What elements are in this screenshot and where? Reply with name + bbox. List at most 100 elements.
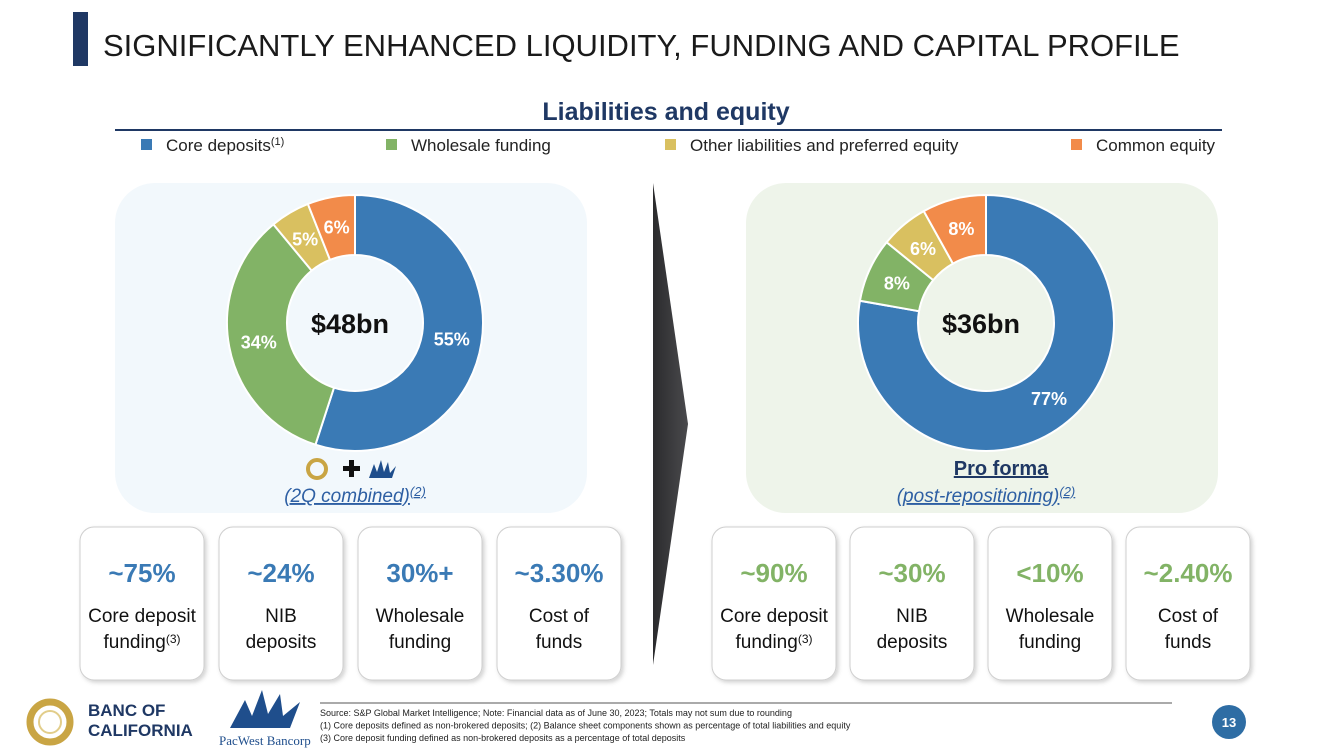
metric-card: [218, 526, 344, 681]
metric-value: ~30%: [878, 558, 945, 588]
metric-label-line: Cost of: [1158, 606, 1219, 627]
donut-center-label: $36bn: [942, 309, 1020, 339]
metric-label: Core deposit: [88, 606, 196, 627]
metric-label: funds: [536, 632, 582, 653]
metric-label: NIB: [265, 606, 297, 627]
page-badge: [1212, 705, 1246, 739]
donut-slice: [226, 222, 336, 446]
footnote: (1) Core deposits defined as non-brokere…: [320, 721, 851, 731]
metric-card: [496, 526, 622, 681]
metric-label-line: Wholesale: [376, 606, 465, 627]
slice-label: 6%: [910, 239, 936, 259]
metric-value: ~2.40%: [1144, 558, 1233, 588]
metric-value: ~3.30%: [515, 558, 604, 588]
slice-label: 55%: [434, 329, 470, 349]
caption-text: (post-repositioning): [897, 486, 1060, 507]
legend-label: Wholesale funding: [411, 136, 551, 155]
metric-label-line: Wholesale: [1006, 606, 1095, 627]
legend-entry: Common equity: [1096, 136, 1216, 155]
metric-label: Wholesale: [376, 606, 465, 627]
legend-label: Core deposits: [166, 136, 271, 155]
metric-card: [1125, 526, 1251, 681]
donut-slice: [922, 193, 987, 265]
footnote: (3) Core deposit funding defined as non-…: [320, 733, 686, 743]
banc-logo: [26, 698, 74, 746]
slice-label: 6%: [324, 218, 350, 238]
metric-label-line: Core deposit: [88, 606, 196, 627]
slide-title: SIGNIFICANTLY ENHANCED LIQUIDITY, FUNDIN…: [103, 28, 1180, 63]
metric-value: ~90%: [740, 558, 807, 588]
metric-label-line: deposits: [877, 632, 948, 653]
metric-label: funding(3): [735, 632, 812, 653]
metric-label-line: NIB: [896, 606, 928, 627]
banc-ring: [26, 698, 74, 746]
caption-title: Pro forma: [954, 458, 1049, 480]
metric-label-line: funding: [103, 632, 165, 653]
legend-entry: Core deposits(1): [166, 136, 284, 155]
metric-card: [357, 526, 483, 681]
metric-label: Core deposit: [720, 606, 828, 627]
metric-label-line: NIB: [265, 606, 297, 627]
slice-label: 77%: [1031, 389, 1067, 409]
metric-label-line: deposits: [246, 632, 317, 653]
section-title: Liabilities and equity: [542, 98, 789, 126]
legend-swatch: [386, 139, 397, 150]
legend-swatch: [1071, 139, 1082, 150]
metric-note: (3): [166, 632, 181, 646]
metric-label-line: funds: [1165, 632, 1211, 653]
legend-entry: Wholesale funding: [411, 136, 551, 155]
slice-label: 8%: [884, 273, 910, 293]
legend-entry: Other liabilities and preferred equity: [690, 136, 959, 155]
donut-slice: [857, 193, 1115, 452]
caption-note: (2): [1059, 484, 1075, 499]
metric-label: funding: [1019, 632, 1081, 653]
metric-label: deposits: [246, 632, 317, 653]
metric-label-line: funds: [536, 632, 582, 653]
combined-logos: [306, 458, 396, 480]
transition-arrow: [653, 183, 688, 665]
metric-value: <10%: [1016, 558, 1083, 588]
metric-value: ~75%: [108, 558, 175, 588]
metric-label: funding(3): [103, 632, 180, 653]
metric-card: [849, 526, 975, 681]
slice-label: 34%: [241, 332, 277, 352]
metric-value: ~24%: [247, 558, 314, 588]
metric-label: NIB: [896, 606, 928, 627]
pacwest-logo-text: PacWest Bancorp: [219, 733, 311, 748]
metric-note: (3): [798, 632, 813, 646]
metric-card: [79, 526, 205, 681]
metric-value: 30%+: [386, 558, 453, 588]
pacwest-mark: [369, 460, 396, 478]
metric-label: Cost of: [529, 606, 590, 627]
title-bar: [73, 12, 88, 66]
page-number: 13: [1222, 715, 1236, 730]
slice-label: 5%: [292, 230, 318, 250]
metric-card: [987, 526, 1113, 681]
legend-label: Common equity: [1096, 136, 1216, 155]
banc-logo-text: BANC OF: [88, 701, 165, 720]
metric-card: [711, 526, 837, 681]
banc-logo-text: CALIFORNIA: [88, 721, 193, 740]
plus-icon: [343, 460, 360, 477]
metric-label-line: Core deposit: [720, 606, 828, 627]
banc-ring-inner: [38, 710, 62, 734]
legend-swatch: [665, 139, 676, 150]
metric-label: funding: [389, 632, 451, 653]
metric-label: Cost of: [1158, 606, 1219, 627]
slice-label: 8%: [948, 219, 974, 239]
metric-label-line: Cost of: [529, 606, 590, 627]
metric-label-line: funding: [735, 632, 797, 653]
caption: (post-repositioning)(2): [897, 484, 1076, 507]
caption-note: (2): [410, 484, 426, 499]
caption: (2Q combined)(2): [284, 484, 426, 507]
footnote: Source: S&P Global Market Intelligence; …: [320, 708, 792, 718]
legend-swatch: [141, 139, 152, 150]
legend-label: Other liabilities and preferred equity: [690, 136, 959, 155]
donut-slice: [306, 193, 356, 262]
donut-slice: [314, 193, 484, 452]
metric-label: funds: [1165, 632, 1211, 653]
pacwest-logo: [230, 690, 300, 728]
banc-mark: [306, 458, 328, 480]
caption-text: (2Q combined): [284, 486, 410, 507]
